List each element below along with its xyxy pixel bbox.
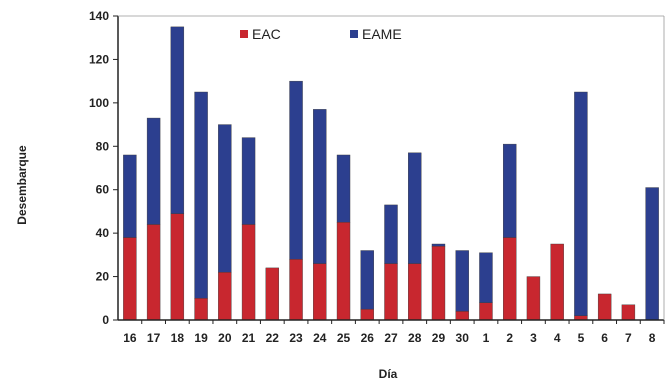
bar-eame-1	[479, 252, 493, 303]
y-tick-label: 80	[96, 139, 110, 153]
x-tick-label: 16	[123, 331, 137, 345]
x-tick-label: 1	[483, 331, 490, 345]
x-tick-label: 20	[218, 331, 232, 345]
legend-label-eac: EAC	[252, 26, 281, 42]
bar-eame-29	[431, 243, 446, 247]
bar-eac-29	[431, 245, 446, 321]
y-tick-label: 20	[96, 270, 110, 284]
bar-eac-22	[265, 267, 280, 321]
legend-swatch-eame	[350, 30, 358, 38]
y-tick-label: 40	[96, 226, 110, 240]
bar-eac-19	[194, 298, 208, 321]
bar-eac-27	[384, 263, 398, 321]
x-tick-label: 2	[506, 331, 513, 345]
y-tick-label: 140	[89, 9, 109, 23]
bar-eac-23	[289, 259, 303, 321]
y-tick-label: 100	[89, 96, 109, 110]
x-tick-label: 29	[432, 331, 446, 345]
bar-eac-1	[479, 302, 493, 321]
x-tick-label: 22	[266, 331, 280, 345]
x-tick-label: 8	[649, 331, 656, 345]
bar-eame-16	[123, 154, 137, 238]
bar-eac-26	[360, 308, 374, 321]
x-tick-label: 25	[337, 331, 351, 345]
bar-eac-25	[336, 222, 351, 321]
bar-eac-16	[123, 237, 137, 321]
bar-eac-21	[241, 224, 256, 321]
x-tick-label: 19	[194, 331, 208, 345]
bar-eame-30	[455, 250, 469, 312]
x-tick-label: 17	[147, 331, 161, 345]
x-tick-label: 24	[313, 331, 327, 345]
legend-swatch-eac	[240, 30, 248, 38]
bar-eame-5	[574, 91, 588, 316]
y-tick-label: 60	[96, 183, 110, 197]
x-tick-label: 30	[456, 331, 470, 345]
bar-eame-21	[241, 137, 256, 225]
bar-eame-19	[194, 91, 208, 299]
x-tick-label: 7	[625, 331, 632, 345]
bar-eame-24	[313, 109, 327, 264]
y-tick-label: 0	[102, 313, 109, 327]
y-tick-label: 120	[89, 52, 109, 66]
bar-eame-18	[170, 26, 185, 214]
x-tick-label: 23	[289, 331, 303, 345]
bar-eame-27	[384, 204, 398, 264]
bar-eac-18	[170, 213, 185, 321]
bar-eac-6	[597, 293, 612, 321]
bar-eame-28	[408, 152, 422, 264]
bar-eac-3	[526, 276, 541, 321]
bar-eac-28	[408, 263, 422, 321]
bar-eame-20	[218, 124, 232, 273]
bar-eame-26	[360, 250, 374, 310]
x-tick-label: 6	[601, 331, 608, 345]
x-tick-label: 3	[530, 331, 537, 345]
bar-eac-20	[218, 272, 232, 321]
x-axis-title: Día	[379, 367, 398, 381]
bar-eac-4	[550, 243, 564, 321]
x-tick-label: 4	[554, 331, 561, 345]
bar-eac-2	[502, 237, 517, 321]
x-tick-label: 21	[242, 331, 256, 345]
bar-eame-2	[502, 143, 517, 238]
bar-eame-23	[289, 80, 303, 260]
x-tick-label: 27	[384, 331, 398, 345]
bar-eac-24	[313, 263, 327, 321]
legend-label-eame: EAME	[362, 26, 402, 42]
bar-eac-7	[621, 304, 636, 321]
x-tick-label: 26	[361, 331, 375, 345]
bar-eame-8	[645, 187, 659, 321]
bar-eame-25	[336, 154, 351, 223]
x-tick-label: 18	[171, 331, 185, 345]
bar-eame-17	[146, 117, 161, 225]
bar-eac-30	[455, 311, 469, 321]
bar-eac-17	[146, 224, 161, 321]
y-axis-title: Desembarque	[15, 145, 29, 225]
x-tick-label: 28	[408, 331, 422, 345]
x-tick-label: 5	[578, 331, 585, 345]
